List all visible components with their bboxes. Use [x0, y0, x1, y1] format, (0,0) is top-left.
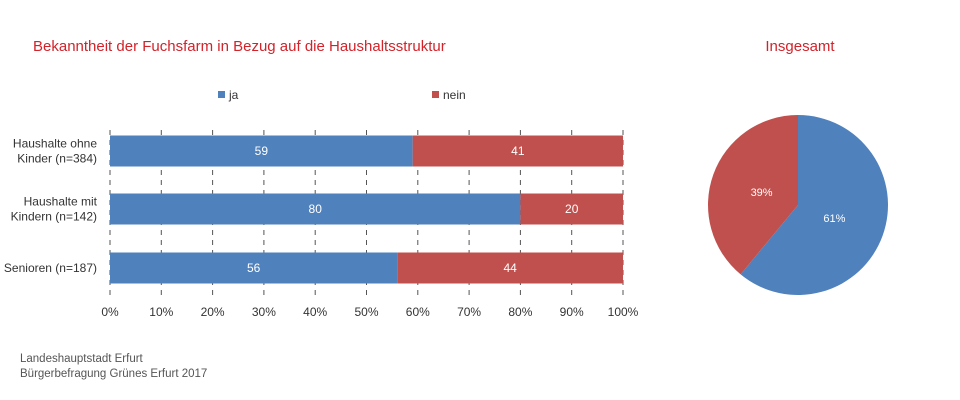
- bar-data-label: 56: [247, 261, 261, 275]
- x-tick-label: 100%: [608, 305, 639, 319]
- legend-label-nein: nein: [443, 88, 466, 102]
- bar-ja-2: [110, 252, 398, 284]
- legend-swatch-nein: [432, 91, 439, 98]
- pie-chart-title: Insgesamt: [765, 38, 835, 55]
- bar-chart-title: Bekanntheit der Fuchsfarm in Bezug auf d…: [33, 38, 446, 55]
- bar-ja-1: [110, 193, 521, 225]
- legend-swatch-ja: [218, 91, 225, 98]
- bar-data-label: 20: [565, 202, 579, 216]
- pie-slice-label: 39%: [751, 187, 773, 199]
- bar-nein-0: [412, 135, 623, 167]
- category-label: Haushalte ohne: [13, 137, 97, 151]
- category-label: Senioren (n=187): [4, 261, 97, 275]
- bar-data-label: 59: [255, 144, 269, 158]
- bars: 59 41 80 20 56 44: [110, 135, 623, 284]
- category-label: Kindern (n=142): [11, 210, 97, 224]
- x-tick-label: 10%: [149, 305, 173, 319]
- x-tick-label: 30%: [252, 305, 276, 319]
- source-line-2: Bürgerbefragung Grünes Erfurt 2017: [20, 368, 208, 380]
- bar-data-label: 80: [309, 202, 323, 216]
- x-axis-ticks: 0% 10% 20% 30% 40% 50% 60% 70% 80% 90% 100%: [101, 305, 638, 319]
- legend-label-ja: ja: [228, 88, 239, 102]
- x-tick-label: 20%: [201, 305, 225, 319]
- x-tick-label: 0%: [101, 305, 119, 319]
- legend: ja nein: [218, 88, 466, 102]
- x-tick-label: 50%: [354, 305, 378, 319]
- pie-slice-label: 61%: [823, 213, 845, 225]
- bar-data-label: 41: [511, 144, 525, 158]
- bar-ja-0: [110, 135, 413, 167]
- bar-nein-1: [520, 193, 623, 225]
- x-tick-label: 70%: [457, 305, 481, 319]
- x-tick-label: 40%: [303, 305, 327, 319]
- source-line-1: Landeshauptstadt Erfurt: [20, 353, 143, 365]
- bar-data-label: 44: [503, 261, 517, 275]
- pie-chart: 61% 39%: [708, 115, 888, 295]
- pie-slice-nein: [708, 115, 798, 275]
- category-label: Haushalte mit: [24, 195, 98, 209]
- pie-slice-ja: [740, 115, 888, 295]
- x-tick-label: 80%: [508, 305, 532, 319]
- x-tick-label: 60%: [406, 305, 430, 319]
- x-tick-label: 90%: [560, 305, 584, 319]
- category-label: Kinder (n=384): [17, 152, 97, 166]
- bar-nein-2: [397, 252, 623, 284]
- source-note: Landeshauptstadt Erfurt Bürgerbefragung …: [20, 352, 207, 382]
